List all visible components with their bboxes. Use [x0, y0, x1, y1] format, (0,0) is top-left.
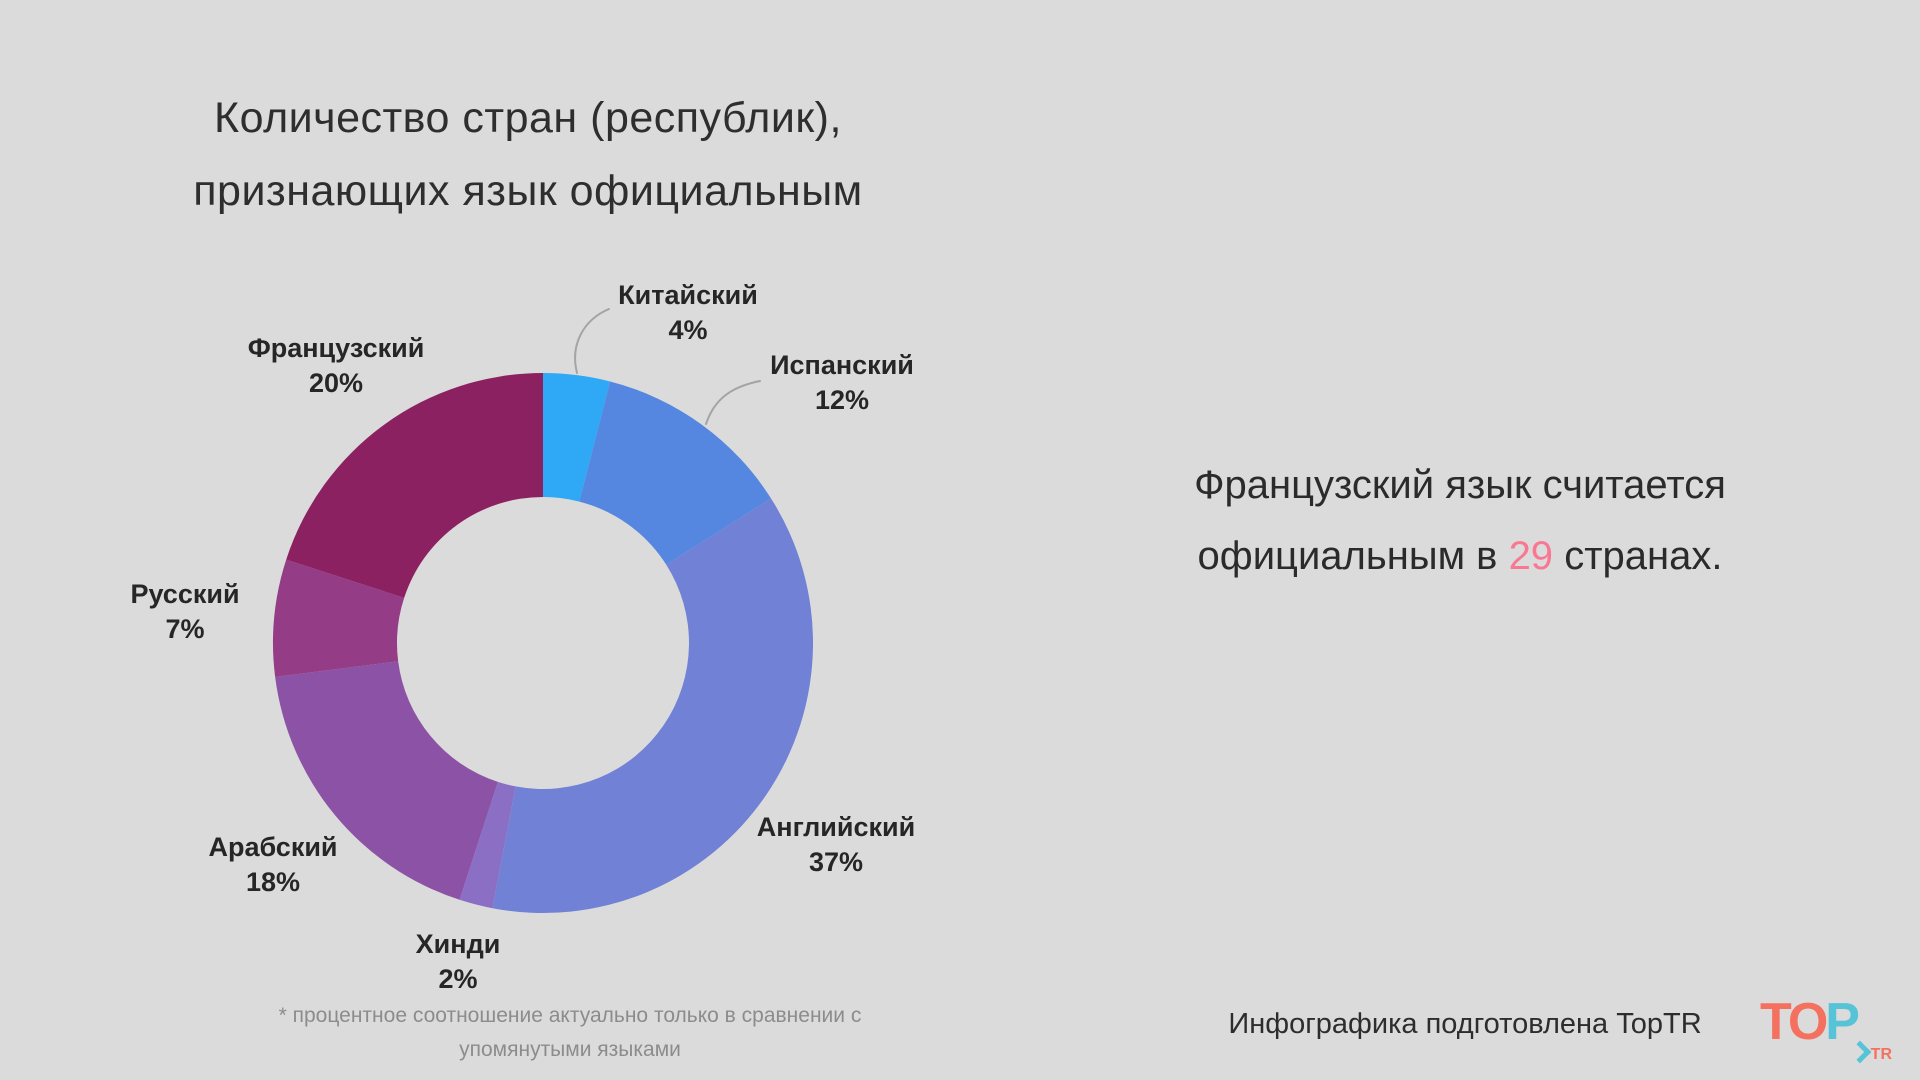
- slice-label-hindi-pct: 2%: [438, 964, 478, 994]
- slice-label-russian-name: Русский: [130, 579, 240, 609]
- donut-slice-chinese: [543, 373, 611, 502]
- credit-text: Инфографика подготовлена TopTR: [1228, 1008, 1702, 1040]
- slice-label-arabic-pct: 18%: [245, 867, 301, 897]
- statement-line2-prefix: официальным в: [1197, 534, 1498, 578]
- chart-title-line2: признающих язык официальным: [193, 167, 863, 215]
- slice-label-russian-pct: 7%: [165, 614, 205, 644]
- donut-slice-russian: [272, 559, 405, 677]
- statement-line2: официальным в 29 странах.: [1100, 521, 1820, 592]
- slice-label-hindi: Хинди 2%: [416, 927, 501, 997]
- footnote-line1: * процентное соотношение актуально тольк…: [278, 1004, 862, 1027]
- donut-chart: [272, 373, 814, 914]
- donut-slice-hindi: [459, 781, 516, 909]
- chart-title-line1: Количество стран (республик),: [214, 94, 842, 142]
- toptr-logo-wordmark: TOP: [1760, 993, 1860, 1051]
- slice-label-spanish-pct: 12%: [814, 385, 870, 415]
- donut-slice-spanish: [579, 381, 771, 565]
- footnote-line2: упомянутыми языками: [459, 1038, 681, 1061]
- slice-label-arabic-name: Арабский: [208, 832, 338, 862]
- slice-label-chinese: Китайский 4%: [618, 278, 758, 348]
- slice-label-chinese-pct: 4%: [668, 315, 708, 345]
- statement: Французский язык считается официальным в…: [1100, 450, 1820, 592]
- slice-label-spanish: Испанский 12%: [770, 348, 914, 418]
- slice-label-spanish-name: Испанский: [770, 350, 914, 380]
- statement-line1: Французский язык считается: [1194, 463, 1726, 507]
- slice-label-hindi-name: Хинди: [415, 929, 501, 959]
- slice-label-english-pct: 37%: [808, 847, 864, 877]
- statement-line2-suffix: странах.: [1564, 534, 1723, 578]
- logo-letters-tr: TR: [1870, 1046, 1892, 1063]
- donut-slice-english: [492, 498, 814, 914]
- donut-slice-arabic: [275, 661, 498, 900]
- toptr-logo: TOP TR: [1760, 992, 1910, 1072]
- slice-label-english-name: Английский: [756, 812, 916, 842]
- donut-slice-french: [286, 373, 543, 598]
- slice-label-english: Английский 37%: [757, 810, 915, 880]
- logo-letter-p: P: [1825, 993, 1860, 1051]
- slice-label-french-pct: 20%: [308, 368, 364, 398]
- slice-label-arabic: Арабский 18%: [208, 830, 337, 900]
- footnote: * процентное соотношение актуально тольк…: [170, 999, 970, 1067]
- slice-label-french-name: Французский: [247, 333, 425, 363]
- chart-title: Количество стран (республик), признающих…: [78, 82, 978, 228]
- slice-label-french: Французский 20%: [248, 331, 425, 401]
- logo-letters-to: TO: [1760, 993, 1828, 1051]
- slice-label-russian: Русский 7%: [130, 577, 239, 647]
- slice-label-chinese-name: Китайский: [618, 280, 758, 310]
- statement-highlight-number: 29: [1508, 534, 1554, 578]
